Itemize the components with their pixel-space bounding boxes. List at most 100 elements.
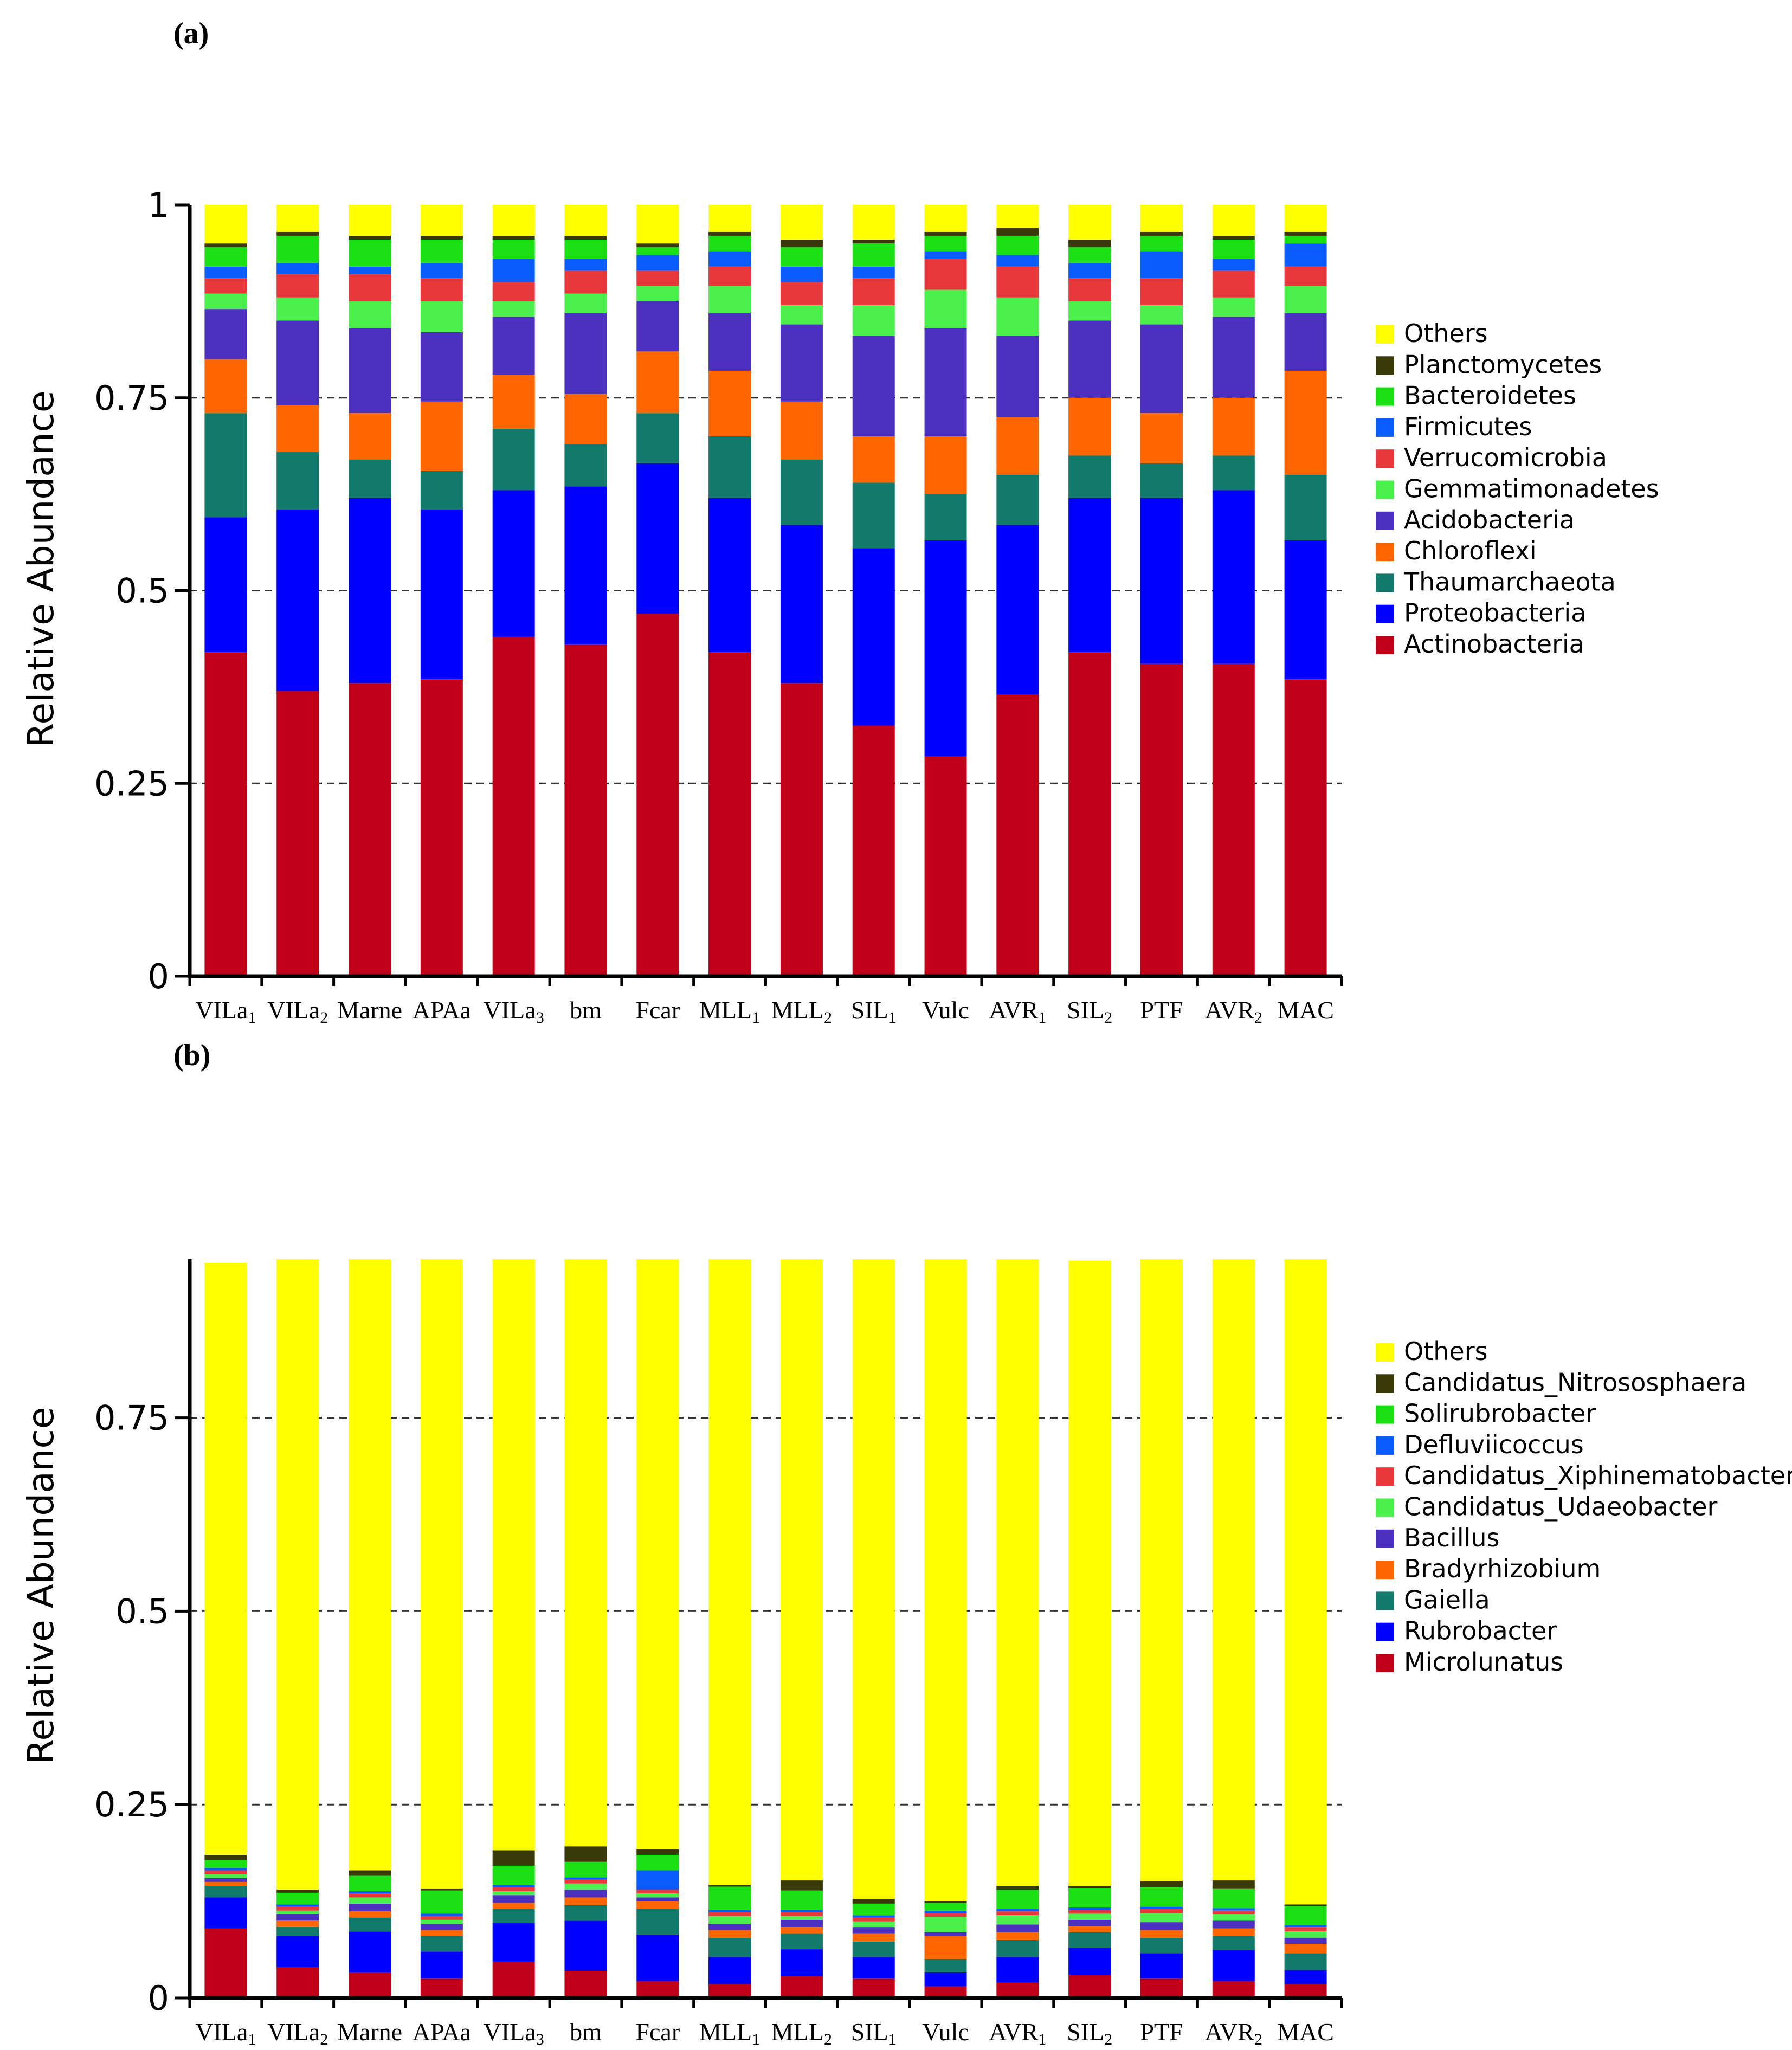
bar-segment-candidatus-nitrososphaera-marne xyxy=(349,1870,391,1876)
bar-segment-chloroflexi-vila1 xyxy=(204,359,247,414)
bar-segment-bacillus-bm xyxy=(564,1890,607,1898)
x-tick-label: SIL2 xyxy=(1067,2018,1112,2048)
legend-swatch xyxy=(1376,1529,1394,1548)
bar-segment-others-vulc xyxy=(924,1259,967,1901)
legend-label: Gemmatimonadetes xyxy=(1404,474,1659,504)
bar-segment-proteobacteria-bm xyxy=(564,486,607,645)
bar-segment-microlunatus-avr1 xyxy=(996,1982,1039,1998)
bar-segment-bradyrhizobium-sil2 xyxy=(1068,1926,1111,1932)
bar-segment-planctomycetes-bm xyxy=(564,235,607,240)
bar-segment-candidatus-nitrososphaera-vila3 xyxy=(492,1850,535,1866)
y-tick-label: 0 xyxy=(148,957,169,996)
bar-segment-candidatus-nitrososphaera-sil1 xyxy=(852,1899,895,1904)
bar-segment-microlunatus-vila1 xyxy=(204,1928,247,1998)
bar-segment-rubrobacter-mll2 xyxy=(780,1949,823,1977)
y-tick-label: 0.25 xyxy=(94,764,169,803)
bar-segment-defluviicoccus-avr1 xyxy=(996,1909,1039,1912)
bar-segment-planctomycetes-vulc xyxy=(924,231,967,236)
bar-segment-firmicutes-vila1 xyxy=(204,266,247,279)
bar-segment-candidatus-nitrososphaera-avr2 xyxy=(1212,1880,1255,1889)
bar-segment-others-mll1 xyxy=(708,1259,751,1885)
bar-segment-thaumarchaeota-marne xyxy=(349,459,391,498)
bar-segment-thaumarchaeota-mll1 xyxy=(708,436,751,498)
bar-segment-candidatus-udaeobacter-sil2 xyxy=(1068,1913,1111,1920)
x-tick-label: Fcar xyxy=(635,2018,680,2046)
x-tick-label: Fcar xyxy=(635,996,680,1024)
bar-segment-actinobacteria-mll1 xyxy=(708,652,751,976)
legend-entry-chloroflexi: Chloroflexi xyxy=(1376,536,1537,565)
x-tick-label: SIL1 xyxy=(851,996,897,1027)
legend-swatch xyxy=(1376,573,1394,592)
bar-segment-candidatus-udaeobacter-ptf xyxy=(1140,1913,1183,1923)
x-tick-label: AVR1 xyxy=(989,2018,1046,2048)
legend-label: Candidatus_Nitrososphaera xyxy=(1404,1368,1746,1397)
bar-segment-gemmatimonadetes-vila3 xyxy=(492,301,535,317)
bar-segment-gemmatimonadetes-avr1 xyxy=(996,297,1039,336)
bar-segment-solirubrobacter-sil1 xyxy=(852,1903,895,1916)
bar-segment-bradyrhizobium-fcar xyxy=(636,1901,679,1909)
bar-segment-acidobacteria-vila2 xyxy=(276,320,319,405)
bar-segment-proteobacteria-mll2 xyxy=(780,525,823,684)
bar-segment-bacteroidetes-vila2 xyxy=(276,235,319,263)
bar-segment-bacteroidetes-marne xyxy=(349,240,391,267)
bar-segment-microlunatus-mll2 xyxy=(780,1976,823,1998)
bar-segment-candidatus-udaeobacter-fcar xyxy=(636,1893,679,1898)
legend-swatch xyxy=(1376,449,1394,468)
bar-segment-planctomycetes-vila1 xyxy=(204,243,247,248)
bar-segment-bradyrhizobium-vila2 xyxy=(276,1920,319,1927)
bar-segment-proteobacteria-sil1 xyxy=(852,548,895,726)
bar-segment-others-fcar xyxy=(636,1259,679,1849)
bar-segment-firmicutes-sil1 xyxy=(852,266,895,279)
legend-entry-verrucomicrobia: Verrucomicrobia xyxy=(1376,443,1607,472)
bar-segment-bacillus-mll2 xyxy=(780,1919,823,1928)
legend-entry-actinobacteria: Actinobacteria xyxy=(1376,629,1584,659)
bar-segment-defluviicoccus-vila1 xyxy=(204,1868,247,1871)
bar-segment-verrucomicrobia-mll1 xyxy=(708,266,751,286)
y-tick-label: 0.75 xyxy=(94,378,169,418)
legend-swatch xyxy=(1376,1343,1394,1362)
bar-segment-chloroflexi-vila3 xyxy=(492,375,535,429)
bar-segment-bacteroidetes-vila1 xyxy=(204,247,247,267)
x-tick-label: MAC xyxy=(1277,2018,1334,2046)
x-tick-label: PTF xyxy=(1140,996,1183,1024)
bar-segment-firmicutes-fcar xyxy=(636,255,679,270)
bar-segment-candidatus-xiphinematobacter-ptf xyxy=(1140,1909,1183,1913)
bar-segment-chloroflexi-apaa xyxy=(420,401,463,471)
bar-segment-planctomycetes-mll1 xyxy=(708,231,751,236)
panel-b-bars xyxy=(204,1259,1327,1998)
bar-segment-solirubrobacter-bm xyxy=(564,1861,607,1878)
bar-segment-candidatus-xiphinematobacter-mll1 xyxy=(708,1912,751,1916)
bar-segment-candidatus-udaeobacter-bm xyxy=(564,1883,607,1890)
bar-segment-proteobacteria-avr1 xyxy=(996,525,1039,695)
bar-segment-solirubrobacter-ptf xyxy=(1140,1887,1183,1907)
bar-segment-bacteroidetes-vulc xyxy=(924,235,967,252)
legend-label: Solirubrobacter xyxy=(1404,1399,1596,1428)
bar-segment-proteobacteria-mac xyxy=(1284,540,1327,680)
bar-segment-defluviicoccus-marne xyxy=(349,1891,391,1894)
bar-segment-gaiella-fcar xyxy=(636,1909,679,1935)
bar-segment-gemmatimonadetes-vila2 xyxy=(276,297,319,321)
bar-segment-thaumarchaeota-vulc xyxy=(924,494,967,541)
legend-entry-microlunatus: Microlunatus xyxy=(1376,1647,1563,1677)
legend-swatch xyxy=(1376,1654,1394,1672)
legend-label: Candidatus_Xiphinematobacter xyxy=(1404,1461,1792,1490)
bar-segment-gemmatimonadetes-sil1 xyxy=(852,305,895,336)
bar-segment-bacillus-apaa xyxy=(420,1923,463,1930)
panel-a-y-axis-title: Relative Abundance xyxy=(20,391,62,748)
legend-swatch xyxy=(1376,1405,1394,1424)
bar-segment-acidobacteria-mac xyxy=(1284,313,1327,371)
bar-segment-firmicutes-vila3 xyxy=(492,259,535,282)
panel-b-x-ticks: VILa1 VILa2 Marne APAa VILa3 bm Fcar MLL1 MLL2 SI… xyxy=(188,1998,1343,2048)
bar-segment-candidatus-xiphinematobacter-vila2 xyxy=(276,1906,319,1911)
bar-segment-actinobacteria-apaa xyxy=(420,679,463,976)
bar-segment-actinobacteria-sil1 xyxy=(852,725,895,976)
bar-segment-thaumarchaeota-vila1 xyxy=(204,413,247,518)
bar-segment-actinobacteria-marne xyxy=(349,683,391,976)
legend-label: Others xyxy=(1404,1337,1488,1366)
bar-segment-thaumarchaeota-vila2 xyxy=(276,452,319,510)
x-tick-label: MLL2 xyxy=(771,2018,832,2048)
bar-segment-gaiella-avr2 xyxy=(1212,1936,1255,1950)
x-tick-label: SIL2 xyxy=(1067,996,1112,1027)
bar-segment-planctomycetes-ptf xyxy=(1140,231,1183,236)
bar-segment-acidobacteria-sil2 xyxy=(1068,320,1111,398)
